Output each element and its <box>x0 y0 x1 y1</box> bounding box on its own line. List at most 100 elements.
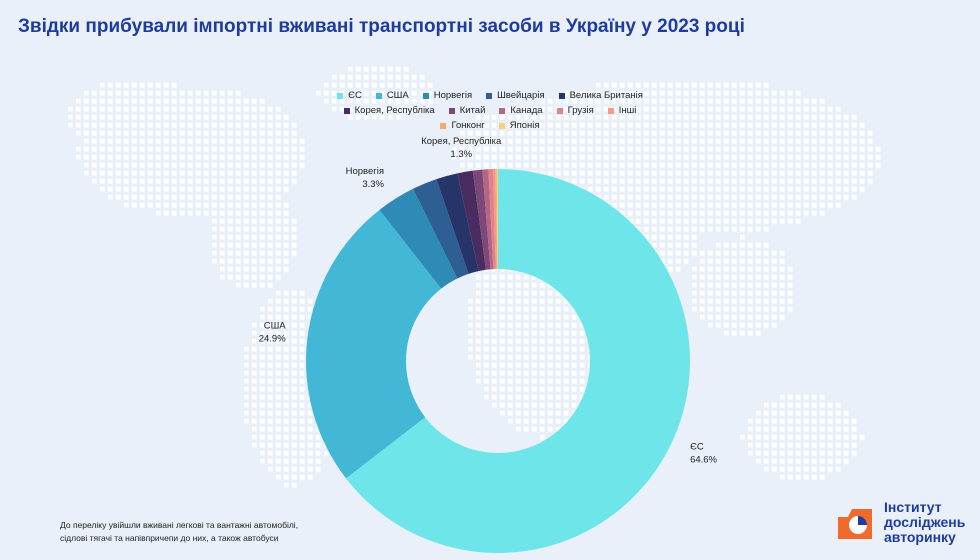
map-dot <box>292 147 297 152</box>
map-dot <box>100 99 105 104</box>
map-dot <box>820 451 825 456</box>
map-dot <box>508 379 513 384</box>
map-dot <box>292 139 297 144</box>
map-dot <box>716 219 721 224</box>
map-dot <box>684 91 689 96</box>
map-dot <box>772 131 777 136</box>
map-dot <box>484 155 489 160</box>
map-dot <box>836 435 841 440</box>
map-dot <box>476 139 481 144</box>
map-dot <box>196 107 201 112</box>
map-dot <box>772 259 777 264</box>
map-dot <box>380 75 385 80</box>
map-dot <box>260 107 265 112</box>
map-dot <box>484 139 489 144</box>
map-dot <box>604 131 609 136</box>
map-dot <box>292 227 297 232</box>
map-dot <box>260 147 265 152</box>
map-dot <box>100 179 105 184</box>
map-dot <box>788 267 793 272</box>
map-dot <box>284 427 289 432</box>
map-dot <box>732 107 737 112</box>
map-dot <box>284 451 289 456</box>
map-dot <box>660 259 665 264</box>
map-dot <box>708 251 713 256</box>
map-dot <box>108 115 113 120</box>
map-dot <box>780 299 785 304</box>
map-dot <box>708 259 713 264</box>
map-dot <box>556 307 561 312</box>
map-dot <box>780 443 785 448</box>
map-dot <box>684 235 689 240</box>
map-dot <box>780 211 785 216</box>
map-dot <box>788 163 793 168</box>
map-dot <box>524 331 529 336</box>
map-dot <box>292 251 297 256</box>
map-dot <box>516 107 521 112</box>
map-dot <box>556 115 561 120</box>
map-dot <box>380 67 385 72</box>
map-dot <box>236 147 241 152</box>
map-dot <box>724 187 729 192</box>
map-dot <box>252 371 257 376</box>
map-dot <box>828 147 833 152</box>
map-dot <box>276 123 281 128</box>
map-dot <box>788 275 793 280</box>
map-dot <box>740 171 745 176</box>
map-dot <box>644 107 649 112</box>
map-dot <box>180 195 185 200</box>
map-dot <box>484 387 489 392</box>
map-dot <box>588 115 593 120</box>
map-dot <box>244 107 249 112</box>
map-dot <box>684 251 689 256</box>
map-dot <box>556 411 561 416</box>
map-dot <box>404 107 409 112</box>
map-dot <box>596 131 601 136</box>
map-dot <box>260 219 265 224</box>
map-dot <box>700 259 705 264</box>
map-dot <box>276 387 281 392</box>
map-dot <box>828 155 833 160</box>
map-dot <box>820 139 825 144</box>
map-dot <box>244 163 249 168</box>
map-dot <box>524 355 529 360</box>
map-dot <box>516 299 521 304</box>
map-dot <box>140 139 145 144</box>
map-dot <box>852 123 857 128</box>
map-dot <box>356 75 361 80</box>
map-dot <box>684 155 689 160</box>
map-dot <box>804 475 809 480</box>
map-dot <box>188 131 193 136</box>
map-dot <box>700 171 705 176</box>
map-dot <box>564 179 569 184</box>
map-dot <box>508 419 513 424</box>
map-dot <box>748 139 753 144</box>
map-dot <box>628 155 633 160</box>
map-dot <box>300 395 305 400</box>
map-dot <box>300 307 305 312</box>
map-dot <box>732 211 737 216</box>
map-dot <box>788 411 793 416</box>
map-dot <box>740 115 745 120</box>
map-dot <box>764 443 769 448</box>
legend-row-2: Корея, Республіка Китай Канада Грузія Інші <box>300 103 680 118</box>
map-dot <box>468 131 473 136</box>
map-dot <box>164 187 169 192</box>
legend-item: Китай <box>448 105 485 116</box>
map-dot <box>468 339 473 344</box>
map-dot <box>156 131 161 136</box>
map-dot <box>564 339 569 344</box>
map-dot <box>260 371 265 376</box>
map-dot <box>772 307 777 312</box>
map-dot <box>212 107 217 112</box>
map-dot <box>588 163 593 168</box>
map-dot <box>180 179 185 184</box>
map-dot <box>484 163 489 168</box>
map-dot <box>204 139 209 144</box>
map-dot <box>668 99 673 104</box>
map-dot <box>236 211 241 216</box>
map-dot <box>820 179 825 184</box>
map-dot <box>788 459 793 464</box>
map-dot <box>772 155 777 160</box>
map-dot <box>804 115 809 120</box>
